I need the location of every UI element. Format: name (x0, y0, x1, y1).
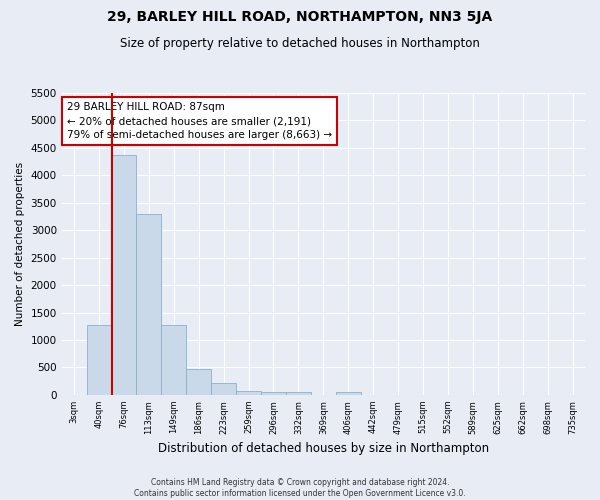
Bar (112, 155, 136, 395)
Bar (211, 382, 236, 395)
Bar (186, 369, 211, 395)
Text: 29, BARLEY HILL ROAD, NORTHAMPTON, NN3 5JA: 29, BARLEY HILL ROAD, NORTHAMPTON, NN3 5… (107, 10, 493, 24)
Bar (161, 325, 186, 395)
Bar (136, 214, 161, 395)
Bar (236, 390, 261, 395)
X-axis label: Distribution of detached houses by size in Northampton: Distribution of detached houses by size … (158, 442, 489, 455)
Bar (86, 325, 112, 395)
Bar (261, 392, 286, 395)
Text: Size of property relative to detached houses in Northampton: Size of property relative to detached ho… (120, 38, 480, 51)
Y-axis label: Number of detached properties: Number of detached properties (15, 162, 25, 326)
Bar (336, 392, 361, 395)
Text: Contains HM Land Registry data © Crown copyright and database right 2024.
Contai: Contains HM Land Registry data © Crown c… (134, 478, 466, 498)
Text: 29 BARLEY HILL ROAD: 87sqm
← 20% of detached houses are smaller (2,191)
79% of s: 29 BARLEY HILL ROAD: 87sqm ← 20% of deta… (67, 102, 332, 140)
Bar (286, 392, 311, 395)
